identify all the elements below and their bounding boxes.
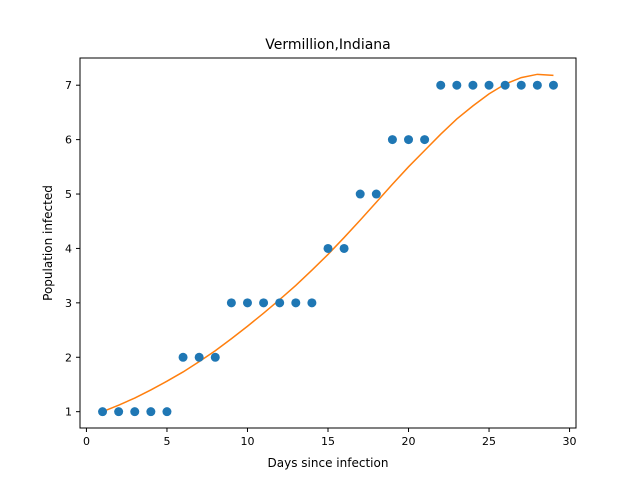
- data-point: [226, 298, 236, 308]
- data-point: [500, 80, 510, 90]
- data-point: [339, 243, 349, 253]
- plot-area: [80, 58, 576, 428]
- data-point: [275, 298, 285, 308]
- data-point: [371, 189, 381, 199]
- fit-line: [102, 73, 554, 413]
- y-tick-label: 5: [65, 188, 72, 201]
- data-point: [516, 80, 526, 90]
- data-point: [532, 80, 542, 90]
- data-point: [291, 298, 301, 308]
- data-point: [420, 135, 430, 145]
- y-tick-label: 2: [65, 351, 72, 364]
- marks-layer: [98, 73, 558, 417]
- data-point: [355, 189, 365, 199]
- data-point: [468, 80, 478, 90]
- y-tick-label: 3: [65, 297, 72, 310]
- chart-title: Vermillion,Indiana: [265, 37, 391, 53]
- y-tick-label: 7: [65, 79, 72, 92]
- data-point: [194, 352, 204, 362]
- data-point: [404, 135, 414, 145]
- y-tick-label: 4: [65, 242, 72, 255]
- data-point: [484, 80, 494, 90]
- x-tick-label: 25: [482, 435, 496, 448]
- y-axis-label: Population infected: [41, 185, 55, 301]
- data-point: [323, 243, 333, 253]
- x-tick-label: 30: [563, 435, 577, 448]
- data-point: [178, 352, 188, 362]
- y-axis: 1 2 3 4 5 6 7: [65, 79, 80, 419]
- x-tick-label: 0: [83, 435, 90, 448]
- x-tick-label: 15: [321, 435, 335, 448]
- y-tick-label: 1: [65, 406, 72, 419]
- x-tick-label: 10: [240, 435, 254, 448]
- data-point: [98, 407, 108, 417]
- x-tick-label: 20: [402, 435, 416, 448]
- y-tick-label: 6: [65, 134, 72, 147]
- data-point: [436, 80, 446, 90]
- data-point: [114, 407, 124, 417]
- data-point: [242, 298, 252, 308]
- data-point: [307, 298, 317, 308]
- data-point: [146, 407, 156, 417]
- x-tick-label: 5: [163, 435, 170, 448]
- data-point: [130, 407, 140, 417]
- data-point: [162, 407, 172, 417]
- x-axis: 0 5 10 15 20 25 30: [83, 428, 577, 448]
- data-point: [210, 352, 220, 362]
- data-point: [452, 80, 462, 90]
- data-point: [259, 298, 269, 308]
- data-point: [387, 135, 397, 145]
- x-axis-label: Days since infection: [268, 456, 389, 470]
- data-point: [548, 80, 558, 90]
